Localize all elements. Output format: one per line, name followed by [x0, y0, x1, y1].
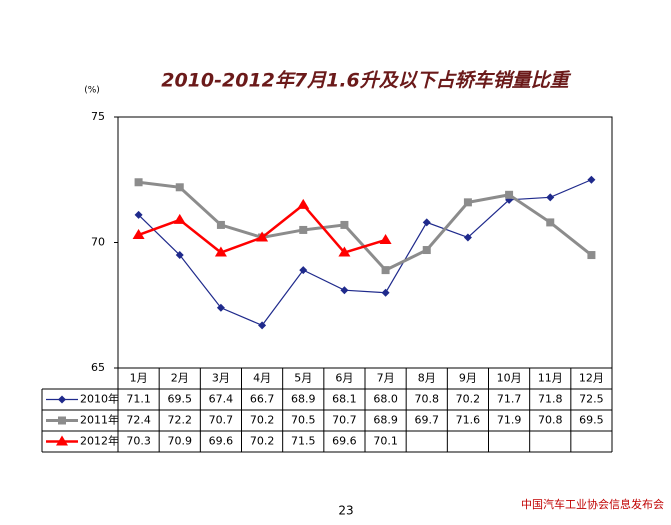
y-tick-label: 65	[91, 361, 105, 374]
point	[422, 218, 431, 227]
table-value: 70.1	[373, 435, 398, 448]
point	[587, 251, 596, 260]
table-value: 72.4	[126, 414, 151, 427]
table-value: 67.4	[209, 393, 234, 406]
x-tick-label: 8月	[418, 372, 436, 385]
table-value: 71.8	[538, 393, 563, 406]
table-value: 71.9	[497, 414, 522, 427]
table-value: 70.5	[291, 414, 316, 427]
table-value: 70.7	[209, 414, 234, 427]
x-tick-label: 9月	[459, 372, 477, 385]
table-value: 68.1	[332, 393, 357, 406]
point	[338, 246, 351, 257]
point	[134, 178, 143, 187]
table-value: 70.2	[250, 414, 275, 427]
legend-marker	[56, 435, 68, 446]
table-value: 70.3	[126, 435, 151, 448]
point	[258, 321, 267, 330]
point	[505, 190, 514, 199]
x-tick-label: 6月	[335, 372, 353, 385]
point	[216, 303, 225, 312]
point	[175, 183, 184, 192]
point	[546, 218, 555, 227]
table-value: 66.7	[250, 393, 275, 406]
legend-label: 2012年	[80, 434, 119, 448]
point	[340, 286, 349, 295]
y-axis-label: (%)	[84, 86, 100, 96]
table-value: 71.7	[497, 393, 522, 406]
x-tick-label: 11月	[538, 372, 563, 385]
point	[173, 213, 186, 224]
table-value: 69.7	[415, 414, 440, 427]
y-tick-label: 70	[91, 236, 105, 249]
table-value: 71.6	[456, 414, 481, 427]
y-tick-label: 75	[91, 110, 105, 123]
point	[381, 266, 390, 275]
point	[175, 251, 184, 260]
x-tick-label: 10月	[497, 372, 522, 385]
table-value: 72.2	[168, 414, 193, 427]
x-tick-label: 4月	[253, 372, 271, 385]
x-tick-label: 3月	[212, 372, 230, 385]
table-value: 70.2	[456, 393, 481, 406]
point	[463, 198, 472, 207]
point	[134, 210, 143, 219]
table-value: 70.9	[168, 435, 193, 448]
x-tick-label: 12月	[579, 372, 604, 385]
point	[340, 220, 349, 229]
table-value: 68.9	[291, 393, 316, 406]
table-value: 68.0	[373, 393, 398, 406]
table-value: 71.5	[291, 435, 316, 448]
legend-label: 2010年	[80, 392, 119, 406]
table-value: 69.6	[209, 435, 234, 448]
x-tick-label: 2月	[171, 372, 189, 385]
page-number: 23	[338, 504, 353, 518]
point	[216, 220, 225, 229]
table-value: 70.8	[538, 414, 563, 427]
table-value: 69.5	[168, 393, 193, 406]
point	[299, 225, 308, 234]
table-value: 69.6	[332, 435, 357, 448]
table-value: 71.1	[126, 393, 151, 406]
legend-marker	[58, 395, 66, 404]
point	[379, 233, 392, 244]
point	[297, 198, 310, 209]
table-value: 70.8	[415, 393, 440, 406]
point	[546, 193, 555, 202]
point	[422, 246, 431, 255]
legend-marker	[58, 416, 66, 425]
table-value: 68.9	[373, 414, 398, 427]
point	[214, 246, 227, 257]
point	[587, 175, 596, 184]
table-value: 72.5	[579, 393, 604, 406]
point	[256, 231, 269, 242]
table-value: 69.5	[579, 414, 604, 427]
point	[381, 288, 390, 297]
table-value: 70.2	[250, 435, 275, 448]
x-tick-label: 5月	[294, 372, 312, 385]
source: 中国汽车工业协会信息发布会	[521, 497, 664, 511]
point	[463, 233, 472, 242]
chart-title: 2010-2012年7月1.6升及以下占轿车销量比重	[161, 70, 572, 92]
point	[132, 228, 145, 239]
x-tick-label: 7月	[377, 372, 395, 385]
legend-label: 2011年	[80, 413, 119, 427]
x-tick-label: 1月	[130, 372, 148, 385]
point	[299, 266, 308, 275]
table-value: 70.7	[332, 414, 357, 427]
